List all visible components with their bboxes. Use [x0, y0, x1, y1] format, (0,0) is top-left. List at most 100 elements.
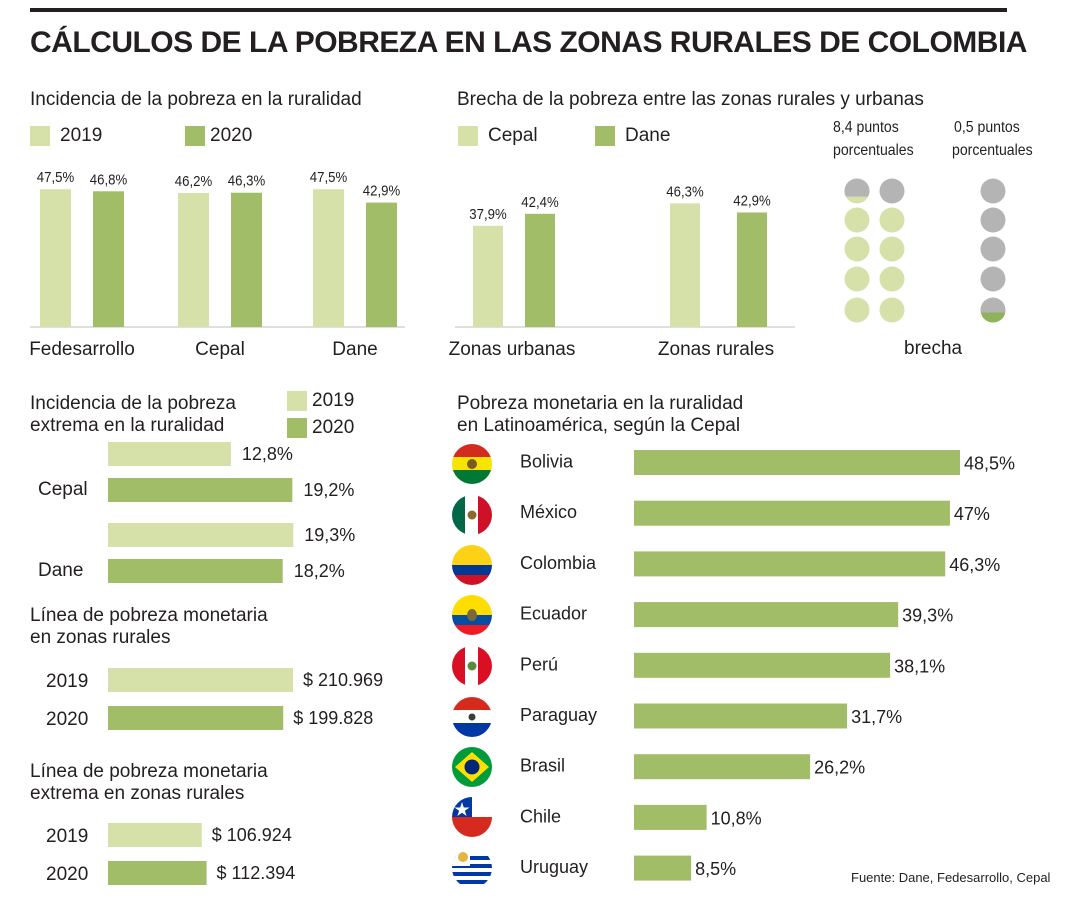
- category-label: 2019: [46, 671, 88, 692]
- gap-label: brecha: [904, 338, 963, 359]
- legend-label-2019: 2019: [312, 390, 355, 411]
- legend-swatch-cepal: [458, 126, 478, 146]
- bar-Ecuador: [634, 602, 899, 628]
- bar-Cepal: [473, 225, 503, 327]
- mexico-flag-icon: [452, 495, 492, 535]
- bar-Perú: [634, 652, 891, 678]
- data-label: $ 210.969: [303, 670, 383, 690]
- data-label: 12,8%: [242, 444, 293, 464]
- bar-2020: [366, 202, 397, 327]
- linea-extrema-chart: $ 106.924 2019 $ 112.394 2020: [46, 823, 296, 885]
- bar-2019: [40, 189, 71, 327]
- gap-2-dot-partial-green: [980, 312, 1006, 323]
- data-label: 47%: [954, 504, 990, 524]
- bar-Paraguay: [634, 703, 848, 729]
- data-label: 48,5%: [964, 454, 1015, 474]
- data-label: 42,9%: [363, 182, 401, 199]
- brecha-title: Brecha de la pobreza entre las zonas rur…: [457, 89, 924, 110]
- category-label: Cepal: [38, 479, 88, 500]
- data-label: $ 112.394: [217, 863, 296, 883]
- bar-Cepal: [670, 203, 700, 327]
- data-label: 42,9%: [733, 192, 771, 209]
- colombia-flag-icon: [452, 545, 492, 585]
- data-label: 26,2%: [814, 758, 865, 778]
- top-rule: [30, 8, 1007, 12]
- legend-swatch-dane: [595, 126, 615, 146]
- brecha-chart: 37,9% 42,4% Zonas urbanas 46,3% 42,9% Zonas r…: [449, 183, 795, 360]
- data-label: 10,8%: [711, 808, 762, 828]
- legend-label-cepal: Cepal: [488, 125, 538, 146]
- gap-1-dot: [879, 207, 905, 233]
- gap-dot-pictogram: [844, 178, 1006, 323]
- peru-flag-icon: [452, 646, 492, 686]
- bar-2020: [108, 706, 284, 730]
- category-label: Zonas urbanas: [449, 339, 576, 360]
- bar-2019: [108, 668, 293, 692]
- linea-title-line-2: en zonas rurales: [30, 627, 171, 648]
- bar-Uruguay: [634, 855, 692, 881]
- data-label: 18,2%: [294, 561, 345, 581]
- data-label: 47,5%: [310, 168, 348, 185]
- bar-2020: [108, 559, 283, 583]
- country-label: Bolivia: [520, 452, 574, 472]
- bar-2019: [108, 442, 231, 466]
- gap-1-line-2: porcentuales: [833, 142, 914, 159]
- incidencia-title: Incidencia de la pobreza en la ruralidad: [30, 89, 362, 110]
- legend-swatch-2020: [185, 126, 205, 146]
- gap-2-dot-gray: [980, 207, 1006, 233]
- legend-swatch-2019: [30, 126, 50, 146]
- bolivia-flag-icon: [452, 444, 492, 484]
- legend-label-2019: 2019: [60, 125, 103, 146]
- country-label: Brasil: [520, 756, 565, 776]
- bar-2019: [178, 193, 209, 327]
- data-label: $ 106.924: [212, 825, 292, 845]
- country-label: México: [520, 502, 577, 522]
- data-label: 46,8%: [90, 170, 128, 187]
- data-label: 46,3%: [949, 555, 1000, 575]
- uruguay-flag-icon: [452, 848, 492, 888]
- bar-2019: [313, 189, 344, 327]
- country-label: Ecuador: [520, 604, 587, 624]
- bar-Colombia: [634, 551, 946, 577]
- category-label: 2020: [46, 709, 88, 730]
- linea-extrema-title-line-1: Línea de pobreza monetaria: [30, 761, 268, 782]
- data-label: $ 199.828: [293, 708, 373, 728]
- data-label: 42,4%: [521, 193, 559, 210]
- data-label: 47,5%: [37, 168, 75, 185]
- data-label: 46,3%: [228, 172, 266, 189]
- page-title: CÁLCULOS DE LA POBREZA EN LAS ZONAS RURA…: [30, 26, 1027, 59]
- bar-Chile: [634, 804, 707, 830]
- data-label: 8,5%: [695, 859, 736, 879]
- linea-title-line-1: Línea de pobreza monetaria: [30, 605, 268, 626]
- brazil-flag-icon: [452, 747, 492, 787]
- source-note: Fuente: Dane, Fedesarrollo, Cepal: [851, 870, 1051, 885]
- gap-1-dot: [844, 236, 870, 262]
- category-label: Fedesarrollo: [29, 339, 135, 360]
- data-label: 19,2%: [303, 480, 354, 500]
- gap-1-dot: [844, 266, 870, 292]
- category-label: Dane: [38, 560, 83, 581]
- gap-1-dot: [879, 236, 905, 262]
- linea-chart: $ 210.969 2019 $ 199.828 2020: [46, 668, 383, 730]
- gap-2-line-2: porcentuales: [952, 142, 1033, 159]
- bar-Dane: [737, 212, 767, 327]
- bar-2020: [108, 861, 207, 885]
- bar-Bolivia: [634, 450, 960, 475]
- extrema-title-line-1: Incidencia de la pobreza: [30, 393, 236, 414]
- category-label: 2020: [46, 864, 88, 885]
- data-label: 39,3%: [902, 606, 953, 626]
- data-label: 46,2%: [175, 172, 213, 189]
- gap-1-line-1: 8,4 puntos: [833, 119, 899, 136]
- country-label: Paraguay: [520, 705, 597, 725]
- bar-2020: [231, 192, 262, 327]
- data-label: 38,1%: [894, 656, 945, 676]
- gap-2-dot-gray: [980, 178, 1006, 204]
- extrema-title-line-2: extrema en la ruralidad: [30, 415, 225, 436]
- category-label: Dane: [332, 339, 377, 360]
- legend-swatch-2019: [287, 391, 307, 411]
- gap-2-dot-gray: [980, 266, 1006, 292]
- bar-2019: [108, 823, 202, 847]
- category-label: Cepal: [195, 339, 245, 360]
- latam-title-line-2: en Latinoamérica, según la Cepal: [457, 415, 741, 436]
- incidencia-chart: 47,5% 46,8% Fedesarrollo 46,2% 46,3% Cepal 47,…: [29, 168, 405, 360]
